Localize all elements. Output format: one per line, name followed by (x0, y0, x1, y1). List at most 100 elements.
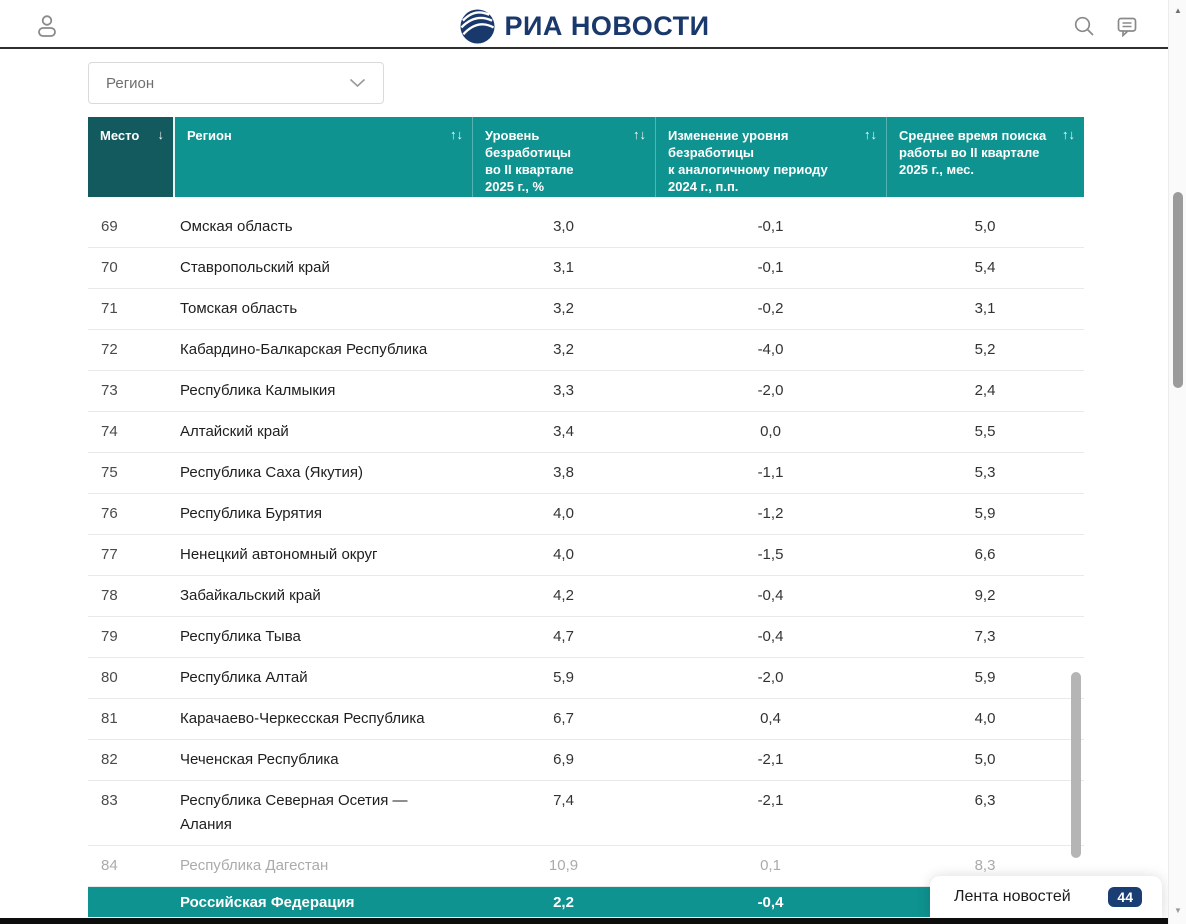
column-label: Уровень безработицы во II квартале 2025 … (485, 128, 574, 194)
logo[interactable]: РИА НОВОСТИ (0, 8, 1168, 45)
sort-icon[interactable]: ↑↓ (1062, 127, 1075, 142)
change-cell: -2,1 (757, 792, 784, 809)
scroll-down-icon[interactable]: ▼ (1174, 906, 1182, 915)
table-row: 84 Республика Дагестан 10,9 0,1 8,3 (88, 846, 1084, 887)
region-cell: Республика Бурятия (180, 505, 322, 522)
rate-cell: 4,0 (553, 546, 574, 563)
rate-cell: 2,2 (553, 893, 574, 911)
change-cell: -0,4 (757, 893, 784, 911)
sort-icon[interactable]: ↓ (157, 127, 165, 142)
change-cell: -2,0 (757, 382, 784, 399)
rank-cell: 70 (101, 259, 118, 276)
time-cell: 4,0 (974, 710, 996, 727)
table-row: 79 Республика Тыва 4,7 -0,4 7,3 (88, 617, 1084, 658)
change-cell: -1,1 (757, 464, 784, 481)
rank-cell: 78 (101, 587, 118, 604)
time-cell: 6,3 (974, 792, 996, 809)
rank-cell: 77 (101, 546, 118, 563)
region-cell: Карачаево-Черкесская Республика (180, 710, 425, 727)
scrollbar-thumb[interactable] (1173, 192, 1183, 388)
region-cell: Кабардино-Балкарская Республика (180, 341, 428, 358)
table-row: 69 Омская область 3,0 -0,1 5,0 (88, 207, 1084, 248)
unemployment-rating-table: Место ↓ Регион ↑↓ Уровень безработицы во II … (88, 117, 1084, 917)
change-cell: 0,0 (760, 423, 781, 440)
browser-scrollbar[interactable]: ▲ ▼ (1168, 0, 1186, 924)
region-cell: Республика Саха (Якутия) (180, 464, 364, 481)
chevron-down-icon (349, 78, 366, 88)
time-cell: 7,3 (974, 628, 996, 645)
region-cell: Забайкальский край (180, 587, 321, 604)
table-row: 74 Алтайский край 3,4 0,0 5,5 (88, 412, 1084, 453)
time-cell: 2,4 (974, 382, 996, 399)
rank-cell: 83 (101, 792, 118, 809)
column-header-unemployment-rate[interactable]: Уровень безработицы во II квартале 2025 … (472, 117, 655, 197)
change-cell: -0,1 (757, 218, 784, 235)
rank-cell: 69 (101, 218, 118, 235)
rank-cell: 81 (101, 710, 118, 727)
table-header: Место ↓ Регион ↑↓ Уровень безработицы во II … (88, 117, 1084, 197)
region-cell: Республика Алтай (180, 669, 308, 686)
sort-icon[interactable]: ↑↓ (864, 127, 877, 142)
table-row: 71 Томская область 3,2 -0,2 3,1 (88, 289, 1084, 330)
table-row: 76 Республика Бурятия 4,0 -1,2 5,9 (88, 494, 1084, 535)
column-header-region[interactable]: Регион ↑↓ (173, 117, 472, 197)
news-feed-panel[interactable]: Лента новостей 44 (930, 876, 1162, 918)
summary-row-russia: Российская Федерация 2,2 -0,4 (88, 887, 1084, 917)
sort-icon[interactable]: ↑↓ (633, 127, 646, 142)
rate-cell: 3,2 (553, 341, 574, 358)
change-cell: -2,1 (757, 751, 784, 768)
change-cell: -0,1 (757, 259, 784, 276)
table-row: 78 Забайкальский край 4,2 -0,4 9,2 (88, 576, 1084, 617)
rank-cell: 76 (101, 505, 118, 522)
change-cell: -0,2 (757, 300, 784, 317)
region-filter-label: Регион (106, 74, 155, 92)
rank-cell: 71 (101, 300, 118, 317)
time-cell: 5,2 (974, 341, 996, 358)
rate-cell: 4,2 (553, 587, 574, 604)
rate-cell: 6,7 (553, 710, 574, 727)
rate-cell: 3,0 (553, 218, 574, 235)
table-scrollbar-thumb[interactable] (1071, 672, 1081, 858)
news-feed-label: Лента новостей (954, 888, 1071, 905)
rate-cell: 3,8 (553, 464, 574, 481)
column-label: Изменение уровня безработицы к аналогичн… (668, 128, 828, 194)
time-cell: 6,6 (974, 546, 996, 563)
change-cell: -4,0 (757, 341, 784, 358)
column-label: Регион (187, 128, 232, 143)
column-header-mesto[interactable]: Место ↓ (88, 117, 173, 197)
column-label: Место (100, 128, 140, 143)
time-cell: 5,9 (974, 669, 996, 686)
region-cell: Республика Северная Осетия — Алания (180, 792, 408, 833)
sort-icon[interactable]: ↑↓ (450, 127, 463, 142)
time-cell: 5,4 (974, 259, 996, 276)
region-cell: Алтайский край (180, 423, 289, 440)
change-cell: -0,4 (757, 587, 784, 604)
region-cell: Российская Федерация (180, 893, 355, 911)
bottom-edge-bar (0, 918, 1168, 924)
rate-cell: 4,7 (553, 628, 574, 645)
topbar: РИА НОВОСТИ (0, 0, 1168, 49)
region-filter-dropdown[interactable]: Регион (88, 62, 384, 104)
change-cell: -1,2 (757, 505, 784, 522)
table-row: 82 Чеченская Республика 6,9 -2,1 5,0 (88, 740, 1084, 781)
column-header-search-time[interactable]: Среднее время поиска работы во II кварта… (886, 117, 1084, 197)
column-header-rate-change[interactable]: Изменение уровня безработицы к аналогичн… (655, 117, 886, 197)
comments-icon[interactable] (1116, 16, 1138, 37)
table-body: 69 Омская область 3,0 -0,1 5,0 70 Ставропольск… (88, 207, 1084, 887)
scroll-up-icon[interactable]: ▲ (1174, 6, 1182, 15)
column-label: Среднее время поиска работы во II кварта… (899, 128, 1047, 177)
change-cell: -2,0 (757, 669, 784, 686)
table-row: 81 Карачаево-Черкесская Республика 6,7 0,4 4… (88, 699, 1084, 740)
change-cell: -1,5 (757, 546, 784, 563)
search-icon[interactable] (1073, 15, 1095, 37)
user-icon[interactable] (34, 13, 60, 39)
rate-cell: 5,9 (553, 669, 574, 686)
rank-cell: 80 (101, 669, 118, 686)
table-row: 80 Республика Алтай 5,9 -2,0 5,9 (88, 658, 1084, 699)
region-cell: Чеченская Республика (180, 751, 339, 768)
rate-cell: 3,2 (553, 300, 574, 317)
time-cell: 5,3 (974, 464, 996, 481)
region-cell: Республика Дагестан (180, 857, 329, 874)
rate-cell: 10,9 (548, 857, 579, 874)
time-cell: 5,5 (974, 423, 996, 440)
